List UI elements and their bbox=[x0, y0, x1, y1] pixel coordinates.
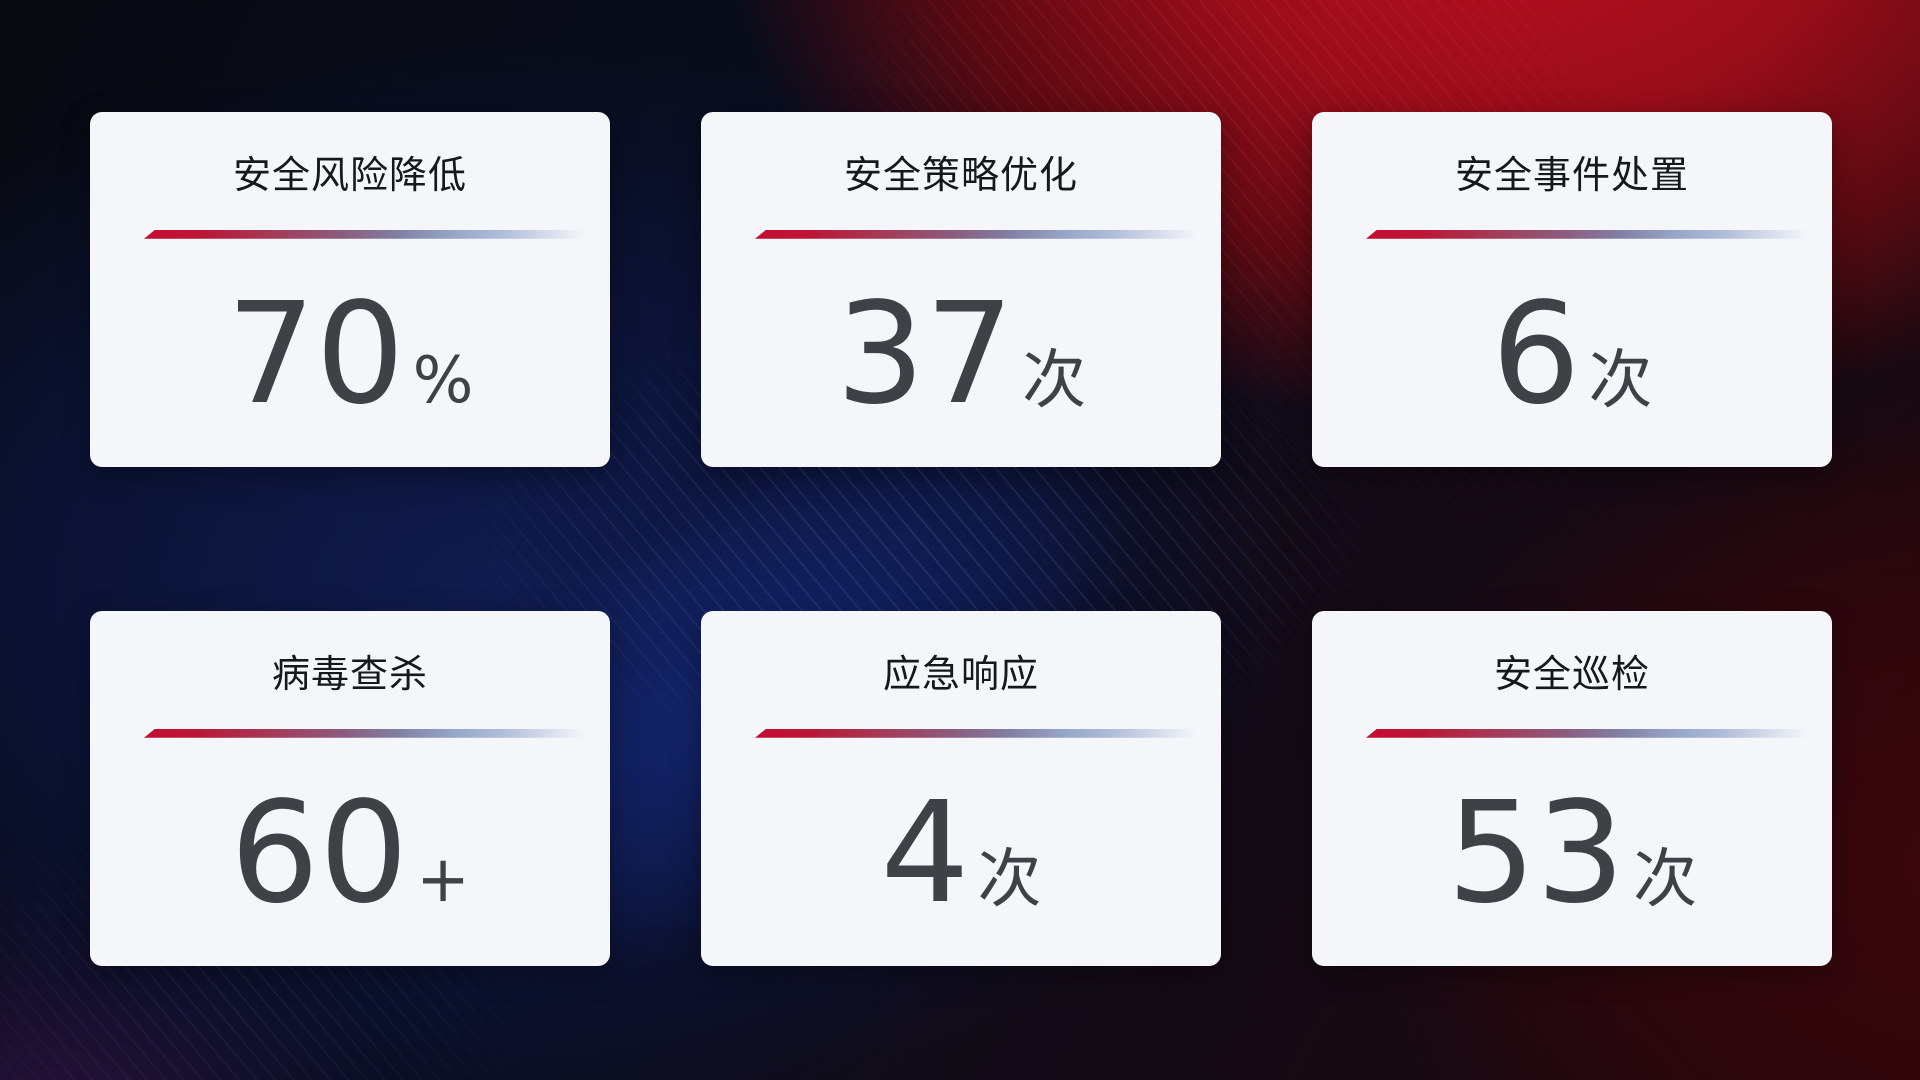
stat-value: 4 bbox=[880, 771, 970, 935]
stat-value-row: 70 % bbox=[226, 272, 474, 436]
stat-card-incident-handling: 安全事件处置 6 次 bbox=[1312, 112, 1832, 467]
stat-card-emergency-response: 应急响应 4 次 bbox=[701, 611, 1221, 966]
stat-value-row: 60 + bbox=[230, 771, 470, 935]
divider-line bbox=[1366, 728, 1821, 738]
stat-card-title: 安全事件处置 bbox=[1454, 155, 1689, 197]
stat-value: 6 bbox=[1491, 272, 1581, 436]
stat-unit: 次 bbox=[1022, 343, 1087, 418]
stat-card-title: 病毒查杀 bbox=[271, 654, 428, 696]
divider-line bbox=[144, 728, 599, 738]
stat-value: 37 bbox=[835, 272, 1015, 436]
stat-card-title: 安全策略优化 bbox=[843, 155, 1078, 197]
divider-line bbox=[755, 728, 1210, 738]
stat-value: 53 bbox=[1446, 771, 1626, 935]
divider-line bbox=[755, 229, 1210, 239]
stat-card-risk-reduction: 安全风险降低 70 % bbox=[90, 112, 610, 467]
divider-line bbox=[1366, 229, 1821, 239]
stat-value: 70 bbox=[226, 272, 405, 436]
stat-unit: 次 bbox=[1633, 842, 1698, 917]
divider-line bbox=[144, 229, 599, 239]
stat-value-row: 37 次 bbox=[835, 272, 1087, 436]
stat-value: 60 bbox=[230, 771, 409, 935]
stat-card-policy-optimization: 安全策略优化 37 次 bbox=[701, 112, 1221, 467]
stat-card-title: 安全巡检 bbox=[1493, 654, 1650, 696]
stat-unit: + bbox=[416, 842, 470, 917]
stat-unit: % bbox=[412, 343, 474, 418]
stat-card-security-inspection: 安全巡检 53 次 bbox=[1312, 611, 1832, 966]
stat-card-virus-scan: 病毒查杀 60 + bbox=[90, 611, 610, 966]
stat-value-row: 4 次 bbox=[880, 771, 1042, 935]
stat-card-title: 安全风险降低 bbox=[232, 155, 467, 197]
stat-card-title: 应急响应 bbox=[882, 654, 1039, 696]
stat-unit: 次 bbox=[1588, 343, 1653, 418]
stat-value-row: 6 次 bbox=[1491, 272, 1653, 436]
stat-value-row: 53 次 bbox=[1446, 771, 1698, 935]
stat-unit: 次 bbox=[977, 842, 1042, 917]
